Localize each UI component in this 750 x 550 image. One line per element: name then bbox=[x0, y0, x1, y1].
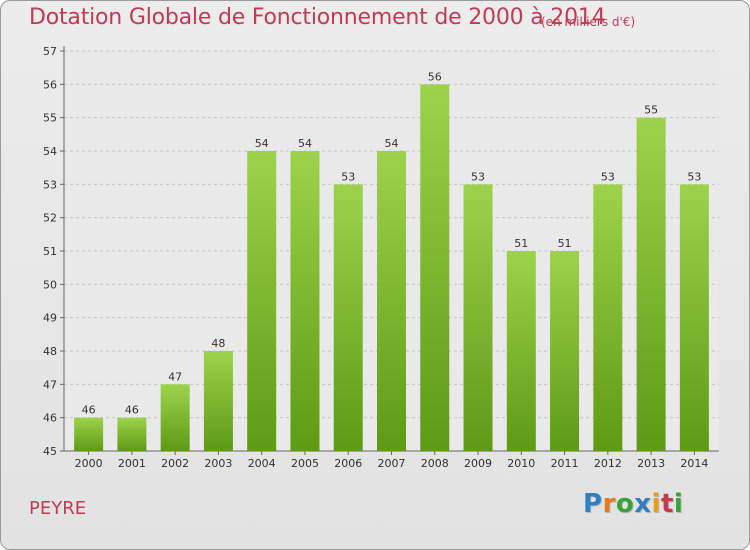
bar bbox=[333, 184, 363, 452]
x-tick-label: 2011 bbox=[551, 457, 579, 470]
y-tick-label: 57 bbox=[43, 45, 57, 58]
y-tick-label: 48 bbox=[43, 345, 57, 358]
bar-value-label: 51 bbox=[558, 237, 572, 250]
x-tick-label: 2008 bbox=[421, 457, 449, 470]
bar bbox=[74, 417, 104, 451]
x-tick-label: 2014 bbox=[680, 457, 708, 470]
bar bbox=[117, 417, 147, 451]
bar-value-label: 54 bbox=[298, 137, 312, 150]
bar bbox=[247, 151, 277, 451]
bar-value-label: 54 bbox=[385, 137, 399, 150]
x-tick-label: 2010 bbox=[507, 457, 535, 470]
bar-value-label: 53 bbox=[471, 170, 485, 183]
x-tick-label: 2009 bbox=[464, 457, 492, 470]
y-tick-label: 46 bbox=[43, 412, 57, 425]
bar bbox=[550, 251, 580, 451]
x-tick-label: 2013 bbox=[637, 457, 665, 470]
bar-value-label: 51 bbox=[514, 237, 528, 250]
x-tick-label: 2003 bbox=[204, 457, 232, 470]
y-tick-label: 54 bbox=[43, 145, 57, 158]
y-tick-label: 56 bbox=[43, 78, 57, 91]
logo-letter: i bbox=[673, 489, 684, 519]
proxiti-logo[interactable]: Proxiti bbox=[583, 489, 683, 519]
bar bbox=[636, 117, 666, 452]
bar-value-label: 54 bbox=[255, 137, 269, 150]
bar bbox=[593, 184, 623, 452]
bar-value-label: 48 bbox=[211, 337, 225, 350]
bar-value-label: 47 bbox=[168, 370, 182, 383]
logo-letter: x bbox=[634, 489, 652, 519]
x-tick-label: 2005 bbox=[291, 457, 319, 470]
commune-name: PEYRE bbox=[29, 498, 87, 519]
y-tick-label: 49 bbox=[43, 312, 57, 325]
logo-letter: i bbox=[651, 489, 661, 519]
logo-letter: r bbox=[602, 489, 616, 519]
x-tick-label: 2000 bbox=[75, 457, 103, 470]
chart-title: Dotation Globale de Fonctionnement de 20… bbox=[29, 5, 606, 30]
logo-letter: P bbox=[583, 489, 603, 519]
x-tick-label: 2004 bbox=[248, 457, 276, 470]
x-tick-label: 2002 bbox=[161, 457, 189, 470]
chart-subtitle: (en milliers d'€) bbox=[541, 15, 636, 29]
y-tick-label: 51 bbox=[43, 245, 57, 258]
bar-value-label: 56 bbox=[428, 70, 442, 83]
bar bbox=[377, 151, 406, 451]
logo-letter: o bbox=[615, 489, 635, 519]
bar bbox=[679, 184, 709, 452]
bar-value-label: 53 bbox=[687, 170, 701, 183]
bar bbox=[203, 351, 233, 451]
bar bbox=[420, 84, 450, 451]
bar bbox=[506, 251, 536, 451]
bar-value-label: 46 bbox=[125, 404, 139, 417]
bar bbox=[463, 184, 493, 452]
y-tick-label: 55 bbox=[43, 112, 57, 125]
bar-value-label: 46 bbox=[82, 404, 96, 417]
bar-value-label: 53 bbox=[601, 170, 615, 183]
y-tick-label: 52 bbox=[43, 212, 57, 225]
bar-value-label: 55 bbox=[644, 104, 658, 117]
bar-value-label: 53 bbox=[341, 170, 355, 183]
y-tick-label: 47 bbox=[43, 378, 57, 391]
x-tick-label: 2001 bbox=[118, 457, 146, 470]
x-tick-label: 2007 bbox=[378, 457, 406, 470]
y-tick-label: 45 bbox=[43, 445, 57, 458]
x-tick-label: 2006 bbox=[334, 457, 362, 470]
bar bbox=[290, 151, 320, 451]
logo-letter: t bbox=[660, 489, 674, 519]
y-tick-label: 53 bbox=[43, 178, 57, 191]
x-tick-label: 2012 bbox=[594, 457, 622, 470]
y-tick-label: 50 bbox=[43, 278, 57, 291]
bar bbox=[160, 384, 190, 451]
